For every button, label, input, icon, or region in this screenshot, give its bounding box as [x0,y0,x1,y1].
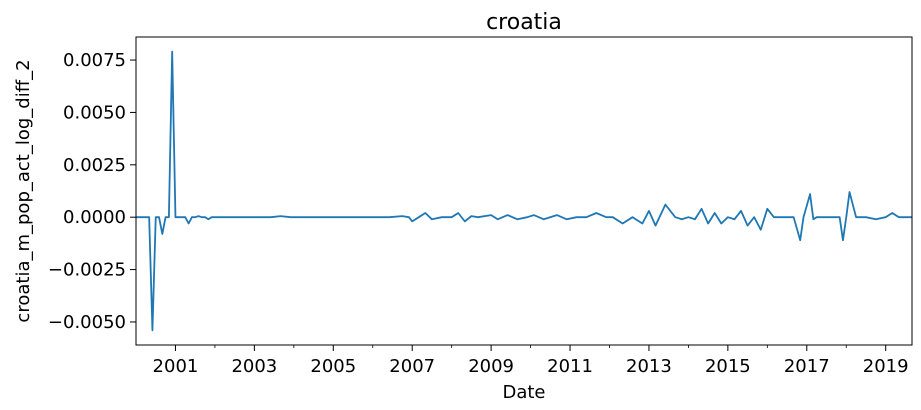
y-axis-ticks: −0.0050 −0.0025 0.0000 0.0025 0.0050 0.0075 [48,50,136,333]
plot-frame [135,36,913,346]
x-tick-label: 2017 [784,356,830,377]
x-tick-label: 2015 [705,356,751,377]
y-axis-label: croatia_m_pop_act_log_diff_2 [13,59,34,322]
y-tick-label: 0.0075 [63,50,126,71]
x-tick-label: 2003 [231,356,277,377]
x-tick-label: 2013 [626,356,672,377]
x-tick-label: 2019 [863,356,909,377]
x-tick-label: 2011 [547,356,593,377]
y-tick-label: 0.0025 [63,155,126,176]
x-tick-label: 2009 [468,356,514,377]
y-tick-label: 0.0050 [63,102,126,123]
x-tick-label: 2001 [153,356,199,377]
chart-title: croatia [486,10,562,35]
x-tick-label: 2007 [389,356,435,377]
x-tick-label: 2005 [310,356,356,377]
y-tick-label: 0.0000 [63,207,126,228]
series-line [136,50,912,332]
x-axis-ticks: 2001 2003 2005 2007 2009 2011 2013 2015 2017 2019 [153,345,909,377]
x-axis-label: Date [502,382,545,403]
y-tick-label: −0.0050 [48,312,126,333]
y-tick-label: −0.0025 [48,260,126,281]
